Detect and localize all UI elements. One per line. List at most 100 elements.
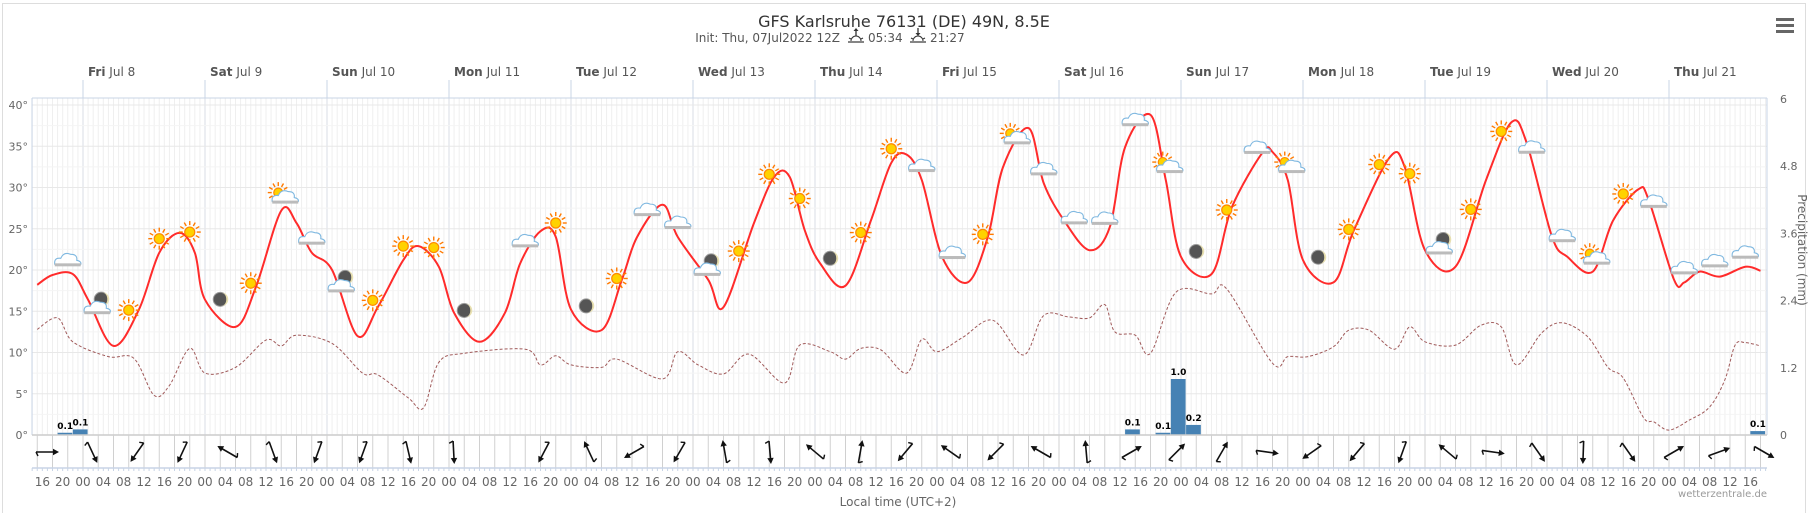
- day-date: Jul 20: [1584, 65, 1619, 79]
- x-tick-label: 12: [136, 475, 151, 489]
- day-weekday: Mon: [1308, 65, 1337, 79]
- wind-arrow-icon: [1619, 441, 1638, 464]
- cloud-base: [272, 201, 298, 204]
- cloud-base: [1426, 251, 1452, 254]
- x-tick-label: 00: [685, 475, 700, 489]
- moon-icon: [823, 251, 838, 265]
- x-tick-label: 12: [746, 475, 761, 489]
- wind-arrow-head: [1768, 452, 1776, 461]
- x-tick-label: 16: [401, 475, 416, 489]
- precipitation-bar-label: 0.1: [1125, 418, 1141, 428]
- wind-arrow-icon: [939, 442, 962, 461]
- hamburger-menu-icon[interactable]: [1774, 16, 1796, 34]
- cloud-base: [512, 244, 538, 247]
- wind-arrow-icon: [1752, 444, 1776, 462]
- day-date: Jul 14: [848, 65, 883, 79]
- wind-arrow-head: [53, 449, 59, 455]
- sun-disc: [764, 169, 774, 179]
- x-tick-label: 20: [787, 475, 802, 489]
- x-tick-label: 20: [1153, 475, 1168, 489]
- cloud-base: [1061, 221, 1087, 224]
- day-weekday: Tue: [1430, 65, 1454, 79]
- x-tick-label: 00: [929, 475, 944, 489]
- y-right-tick-label: 1.2: [1780, 362, 1798, 375]
- x-axis: 16 20 00 04 08 12 16 20 00 04 08 12 16 20 00 04 08 12 16 20…: [32, 468, 1767, 489]
- x-tick-label: 00: [1539, 475, 1554, 489]
- x-tick-label: 20: [1519, 475, 1534, 489]
- x-tick-label: 12: [502, 475, 517, 489]
- wind-arrow-icon: [1579, 441, 1587, 464]
- credit-link[interactable]: wetterzentrale.de: [1678, 489, 1767, 500]
- day-weekday: Tue: [576, 65, 600, 79]
- sun-disc: [154, 234, 164, 244]
- wind-arrow-icon: [1663, 443, 1687, 461]
- x-tick-label: 20: [421, 475, 436, 489]
- wind-arrow-icon: [1029, 443, 1053, 461]
- x-tick-label: 12: [1112, 475, 1127, 489]
- wind-arrow-head: [767, 458, 774, 465]
- day-label: Fri Jul 15: [942, 65, 997, 79]
- cloud-base: [299, 242, 325, 245]
- x-tick-label: 08: [1580, 475, 1595, 489]
- x-tick-label: 20: [55, 475, 70, 489]
- x-tick-label: 00: [319, 475, 334, 489]
- cloud-base: [1122, 123, 1148, 126]
- wind-arrow-icon: [1120, 443, 1144, 461]
- precipitation-bar-label: 0.1: [57, 422, 73, 432]
- precipitation-bar: [73, 429, 88, 435]
- x-tick-label: 00: [1173, 475, 1188, 489]
- day-label: Wed Jul 20: [1552, 65, 1619, 79]
- x-tick-label: 00: [441, 475, 456, 489]
- y-left-tick-label: 35°: [9, 140, 29, 153]
- wind-arrow-head: [451, 458, 458, 464]
- day-label: Sun Jul 10: [332, 65, 395, 79]
- x-tick-label: 16: [645, 475, 660, 489]
- x-tick-label: 00: [807, 475, 822, 489]
- wind-arrow-icon: [402, 441, 414, 465]
- sun-disc: [1405, 169, 1415, 179]
- wind-arrow-head: [272, 457, 280, 465]
- day-label: Tue Jul 19: [1430, 65, 1491, 79]
- x-tick-label: 04: [1194, 475, 1209, 489]
- sun-disc: [612, 273, 622, 283]
- cloud-base: [1519, 151, 1545, 154]
- wind-arrow-head: [175, 456, 183, 464]
- day-label: Sat Jul 16: [1064, 65, 1124, 79]
- precipitation-bar: [1186, 425, 1201, 435]
- day-label: Thu Jul 21: [1674, 65, 1737, 79]
- day-label: Fri Jul 8: [88, 65, 135, 79]
- wind-arrow-icon: [265, 441, 280, 465]
- x-tick-label: 20: [1031, 475, 1046, 489]
- x-tick-label: 04: [706, 475, 721, 489]
- day-label: Mon Jul 11: [454, 65, 520, 79]
- cloud-base: [1641, 205, 1667, 208]
- wind-arrow-icon: [581, 439, 597, 463]
- x-tick-label: 16: [1743, 475, 1758, 489]
- day-date: Jul 17: [1215, 65, 1250, 79]
- cloud-base: [1671, 271, 1697, 274]
- x-tick-label: 12: [868, 475, 883, 489]
- x-tick-label: 08: [482, 475, 497, 489]
- wind-arrow-icon: [535, 440, 552, 464]
- x-tick-label: 16: [157, 475, 172, 489]
- x-tick-label: 04: [1682, 475, 1697, 489]
- moon-icon: [213, 292, 228, 306]
- wind-arrow-icon: [1256, 447, 1280, 457]
- x-tick-label: 12: [990, 475, 1005, 489]
- wind-arrow-icon: [36, 449, 59, 456]
- day-weekday: Thu: [820, 65, 845, 79]
- day-date: Jul 8: [108, 65, 135, 79]
- wind-arrow-icon: [765, 441, 774, 465]
- x-tick-label: 12: [1356, 475, 1371, 489]
- x-tick-label: 04: [584, 475, 599, 489]
- day-label: Sun Jul 17: [1186, 65, 1249, 79]
- wind-arrow-icon: [449, 441, 457, 464]
- y-left-tick-label: 0°: [16, 429, 29, 442]
- x-tick-label: 08: [1214, 475, 1229, 489]
- day-weekday: Sun: [332, 65, 358, 79]
- moon-icon: [1311, 250, 1326, 264]
- y-right-tick-label: 4.8: [1780, 160, 1798, 173]
- x-tick-label: 16: [1621, 475, 1636, 489]
- cloud-base: [634, 213, 660, 216]
